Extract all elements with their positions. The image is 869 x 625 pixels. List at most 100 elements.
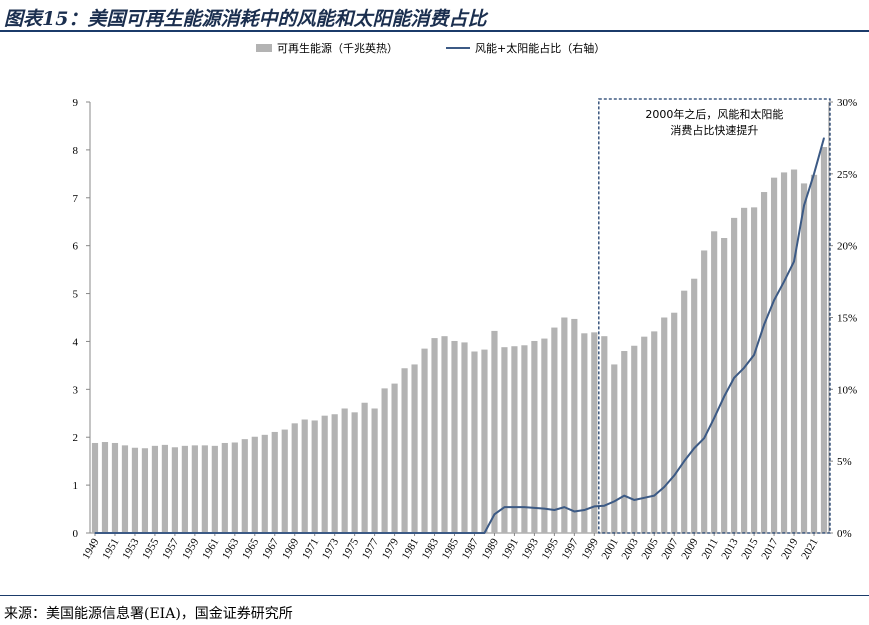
line-point xyxy=(713,417,715,419)
line-point xyxy=(813,173,815,175)
line-point xyxy=(234,532,236,534)
bar xyxy=(501,347,508,533)
bar xyxy=(291,423,298,533)
line-point xyxy=(803,204,805,207)
bar xyxy=(131,447,139,533)
bar xyxy=(531,340,538,533)
bar xyxy=(441,336,448,533)
bar xyxy=(271,431,278,533)
x-tick-label: 1995 xyxy=(540,536,562,561)
bar xyxy=(151,445,159,533)
line-point xyxy=(663,486,665,488)
bar xyxy=(481,349,488,533)
line-point xyxy=(583,509,585,511)
line-point xyxy=(483,532,486,534)
y-right-tick-label: 10% xyxy=(837,384,857,396)
x-tick-label: 2009 xyxy=(679,536,701,561)
line-point xyxy=(304,532,306,534)
bar xyxy=(681,290,688,533)
y-left-tick-label: 4 xyxy=(73,336,79,348)
bar xyxy=(421,348,428,533)
x-tick-label: 1963 xyxy=(220,536,242,561)
bar xyxy=(790,169,798,533)
x-tick-label: 1949 xyxy=(80,536,102,561)
x-tick-label: 1961 xyxy=(200,537,221,562)
bar xyxy=(541,338,548,533)
line-point xyxy=(763,324,765,326)
x-tick-label: 1985 xyxy=(440,536,462,561)
x-tick-label: 1957 xyxy=(160,536,182,561)
line-point xyxy=(623,495,625,497)
annotation-box xyxy=(598,98,831,534)
line-point xyxy=(503,506,506,508)
line-point xyxy=(743,367,745,369)
y-right-tick-label: 25% xyxy=(837,169,857,181)
bar xyxy=(351,412,358,533)
line-point xyxy=(94,532,96,534)
x-tick-label: 1979 xyxy=(380,536,402,561)
bar xyxy=(301,419,308,533)
x-tick-label: 1955 xyxy=(140,536,162,561)
x-tick-label: 1965 xyxy=(240,536,262,561)
annotation-line-1: 2000年之后，风能和太阳能 xyxy=(645,107,783,121)
x-tick-label: 1987 xyxy=(460,536,482,561)
y-left-tick-label: 0 xyxy=(73,528,79,540)
bar xyxy=(780,172,788,533)
bar xyxy=(141,448,149,533)
bars xyxy=(91,147,828,534)
bar xyxy=(331,414,338,533)
line-point xyxy=(563,506,565,508)
x-tick-label: 2017 xyxy=(759,536,781,561)
bar xyxy=(800,183,808,533)
line-point xyxy=(324,532,326,534)
line-point xyxy=(693,447,695,449)
line-point xyxy=(224,532,226,534)
y-right-tick-label: 20% xyxy=(837,241,857,253)
x-tick-label: 2003 xyxy=(619,536,641,561)
x-tick-label: 1991 xyxy=(500,537,521,562)
bar xyxy=(721,238,728,533)
line-point xyxy=(723,395,725,398)
bar xyxy=(361,402,368,533)
line-point xyxy=(134,532,136,534)
x-tick-label: 1989 xyxy=(480,536,502,561)
line-point xyxy=(254,532,256,534)
y-right-tick-label: 5% xyxy=(837,456,852,468)
bar xyxy=(161,444,168,533)
x-tick-label: 1977 xyxy=(360,536,382,561)
line-point xyxy=(214,532,216,534)
line-point xyxy=(194,532,196,534)
x-tick-label: 1969 xyxy=(280,536,302,561)
y-left-tick-label: 6 xyxy=(73,241,79,253)
line-point xyxy=(523,506,526,508)
y-left-tick-label: 7 xyxy=(73,193,79,205)
bar xyxy=(371,408,378,533)
bar xyxy=(181,445,188,533)
bar xyxy=(491,330,498,533)
y-left-tick-label: 2 xyxy=(73,432,79,444)
legend-line-label: 风能+太阳能占比（右轴） xyxy=(475,41,605,55)
x-tick-label: 2021 xyxy=(799,537,820,562)
bar xyxy=(431,338,438,533)
line-point xyxy=(294,532,296,534)
line-point xyxy=(433,532,436,534)
line-point xyxy=(334,532,336,534)
line-point xyxy=(354,532,356,534)
line-point xyxy=(114,532,116,534)
x-tick-label: 2015 xyxy=(739,536,761,561)
bar xyxy=(91,442,99,533)
bar xyxy=(461,342,468,533)
bar xyxy=(101,442,109,533)
bar xyxy=(171,447,178,533)
line-point xyxy=(823,137,825,139)
bar xyxy=(561,317,568,533)
share-line-path xyxy=(94,137,825,534)
x-tick-label: 1953 xyxy=(120,536,142,561)
bar xyxy=(591,332,598,533)
x-tick-label: 2005 xyxy=(639,536,661,561)
source-note: 来源：美国能源信息署(EIA)，国金证券研究所 xyxy=(4,606,293,622)
line-point xyxy=(753,354,755,356)
legend-bar-swatch xyxy=(256,44,272,52)
y-right-tick-label: 0% xyxy=(837,528,852,540)
chart: 可再生能源（千兆英热） 风能+太阳能占比（右轴） 2000年之后，风能和太阳能消… xyxy=(73,41,858,562)
